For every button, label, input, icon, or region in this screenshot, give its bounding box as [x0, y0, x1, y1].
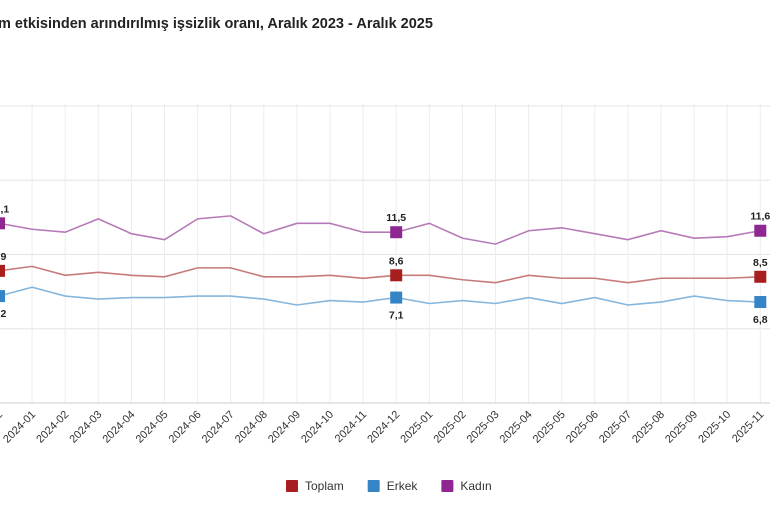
x-tick-label: 2024-11: [333, 409, 369, 445]
x-tick-label: 2024-08: [233, 409, 270, 446]
data-marker: [754, 224, 767, 237]
legend-label-erkek: Erkek: [387, 479, 419, 493]
x-tick-label: 2025-06: [564, 409, 601, 446]
data-label: 7,1: [389, 310, 404, 322]
x-tick-label: 2025-10: [696, 409, 733, 446]
x-tick-label: 2024-01: [1, 409, 38, 446]
data-marker: [390, 269, 403, 282]
x-tick-label: 2025-11: [730, 409, 766, 445]
data-label: 6,8: [753, 314, 768, 326]
x-tick-label: 2025-04: [498, 409, 535, 446]
x-tick-label: 2024-07: [200, 409, 237, 446]
x-tick-label: 2025-03: [465, 409, 502, 446]
x-tick-label: 2024-04: [100, 409, 137, 446]
data-label: 11,6: [750, 211, 770, 223]
data-marker: [390, 226, 403, 239]
data-marker: [390, 291, 403, 304]
legend-label-kadın: Kadın: [460, 479, 491, 493]
legend-swatch-toplam: [286, 480, 298, 492]
x-tick-label: 2025-02: [431, 409, 468, 446]
series-line-kadın: [0, 215, 761, 245]
x-tick-label: 2025-05: [531, 409, 568, 446]
data-marker: [0, 264, 5, 277]
x-tick-label: 2025-07: [597, 409, 634, 446]
series-line-toplam: [0, 265, 761, 284]
x-tick-label: 2025-08: [630, 409, 667, 446]
data-label: 8,6: [389, 255, 404, 267]
legend-swatch-erkek: [367, 480, 380, 492]
data-label: 7,2: [0, 308, 6, 320]
chart-title: m etkisinden arındırılmış işsizlik oranı…: [0, 16, 433, 32]
x-tick-label: 2024-10: [299, 409, 336, 446]
x-tick-label: 2024-06: [167, 409, 204, 446]
data-marker: [0, 290, 5, 303]
x-tick-label: 2025-09: [663, 409, 700, 446]
legend-swatch-kadın: [441, 480, 454, 492]
series-line-erkek: [0, 286, 761, 306]
data-label: 12,1: [0, 203, 9, 215]
data-marker: [0, 217, 5, 230]
x-tick-label: 2024-05: [134, 409, 171, 446]
x-tick-label: 2024-12: [365, 409, 402, 446]
data-label: 11,5: [386, 212, 406, 224]
x-tick-label: 2024-03: [67, 409, 104, 446]
data-label: 8,5: [753, 257, 768, 269]
data-marker: [754, 270, 767, 283]
x-tick-label: 2024-02: [34, 409, 71, 446]
legend-label-toplam: Toplam: [305, 479, 344, 493]
x-tick-label: 2024-09: [266, 409, 303, 446]
x-tick-label: 2025-01: [398, 409, 435, 446]
data-label: 8,9: [0, 251, 6, 263]
data-marker: [754, 296, 767, 309]
